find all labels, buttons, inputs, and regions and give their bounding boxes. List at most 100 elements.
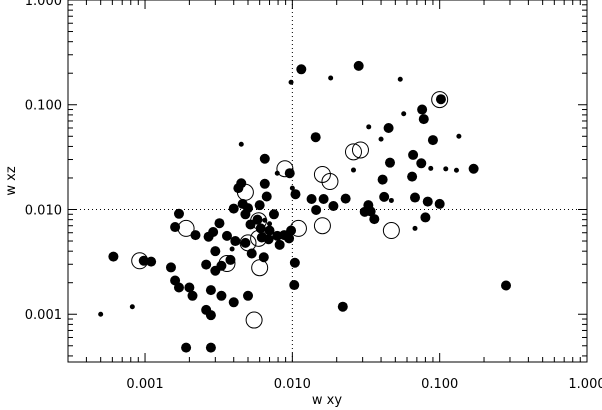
large-filled-point [264,225,275,236]
large-filled-point [420,212,431,223]
large-filled-point [165,262,176,273]
large-filled-point [146,256,157,267]
large-filled-point [468,163,479,174]
open-circle-point [321,173,339,191]
large-filled-point [284,233,295,244]
open-circle-point [250,212,268,230]
large-filled-point [296,64,307,75]
large-filled-point [353,60,364,71]
small-filled-point [328,75,334,81]
x-tick-label: 0.001 [126,377,163,392]
small-filled-point [288,79,294,85]
large-filled-point [434,198,445,209]
large-filled-point [365,206,376,217]
large-filled-point [427,135,438,146]
large-filled-point [310,132,321,143]
large-filled-point [243,203,254,214]
large-filled-point [216,290,227,301]
open-circle-point [251,259,269,277]
large-filled-point [173,282,184,293]
large-filled-point [184,282,195,293]
large-filled-point [205,285,216,296]
large-filled-point [268,209,279,220]
large-filled-point [221,230,232,241]
large-filled-point [379,191,390,202]
large-filled-point [225,254,236,265]
small-filled-point [229,246,235,252]
small-filled-point [343,195,349,201]
open-circle-point [245,311,263,329]
small-filled-point [397,76,403,82]
large-filled-point [173,208,184,219]
large-filled-point [274,239,285,250]
large-filled-point [410,192,421,203]
y-tick-label: 0.010 [25,203,62,218]
small-filled-point [289,185,295,191]
open-circle-point [289,219,307,237]
open-circle-point [236,183,254,201]
small-filled-point [238,141,244,147]
x-axis-title: w xy [312,393,342,408]
small-filled-point [443,166,449,172]
large-filled-point [228,297,239,308]
small-filled-point [350,167,356,173]
open-circle-point [239,234,257,252]
large-filled-point [311,204,322,215]
open-circle-point [351,141,369,159]
large-filled-point [384,157,395,168]
large-filled-point [138,255,149,266]
y-axis-tick-labels: 0.001 0.010 0.100 1.000 [25,0,62,323]
small-filled-point [267,221,273,227]
large-filled-point [208,226,219,237]
large-filled-point [181,342,192,353]
large-filled-point [201,259,212,270]
large-filled-point [416,158,427,169]
large-filled-point [236,178,247,189]
large-filled-point [435,94,446,105]
small-filled-point [274,170,280,176]
small-filled-point [98,311,104,317]
small-filled-point [366,124,372,130]
data-points [98,60,512,353]
large-filled-point [369,214,380,225]
y-tick-label: 0.100 [25,99,62,114]
open-circle-point [218,255,236,273]
large-filled-point [259,153,270,164]
open-circle-point [344,143,362,161]
open-circle-point [177,219,195,237]
large-filled-point [170,222,181,233]
large-filled-point [418,114,429,125]
y-axis-title: w xz [4,166,19,195]
small-filled-point [412,225,418,231]
x-tick-label: 0.010 [274,377,311,392]
small-filled-point [453,167,459,173]
large-filled-point [243,290,254,301]
large-filled-point [328,200,339,211]
large-filled-point [254,200,265,211]
large-filled-point [230,236,241,247]
open-circle-point [313,217,331,235]
large-filled-point [290,189,301,200]
open-circle-point [382,222,400,240]
x-axis-tick-labels: 0.001 0.010 0.100 1.000 [126,377,602,392]
large-filled-point [377,174,388,185]
large-filled-point [240,237,251,248]
large-filled-point [383,122,394,133]
large-filled-point [214,218,225,229]
x-tick-label: 1.000 [568,377,602,392]
large-filled-point [205,342,216,353]
large-filled-point [417,104,428,115]
large-filled-point [261,191,272,202]
small-filled-point [401,111,407,117]
large-filled-point [228,203,239,214]
large-filled-point [337,301,348,312]
large-filled-point [187,290,198,301]
large-filled-point [108,251,119,262]
large-filled-point [306,193,317,204]
large-filled-point [190,230,201,241]
x-tick-label: 0.100 [421,377,458,392]
large-filled-point [407,171,418,182]
open-circle-point [250,229,268,247]
reference-lines [68,0,587,362]
